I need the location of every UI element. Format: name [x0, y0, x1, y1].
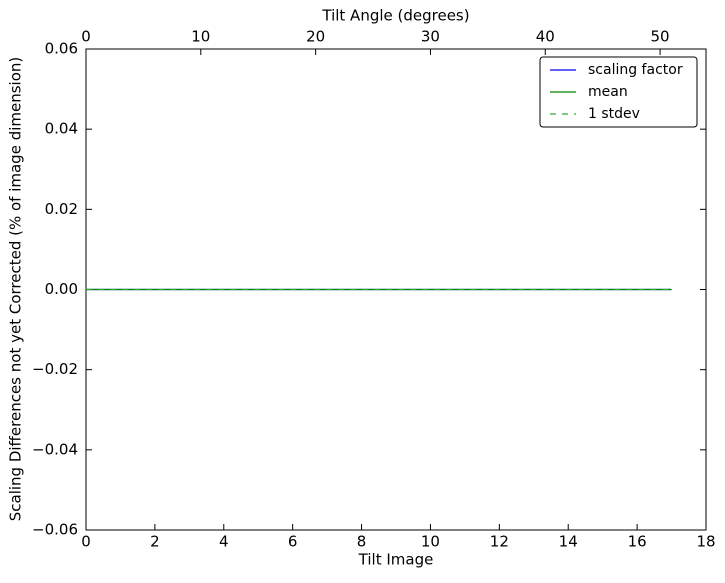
y-tick-label: 0.00 — [45, 280, 78, 298]
y-axis-label: Scaling Differences not yet Corrected (%… — [7, 57, 25, 522]
y-tick-label: 0.02 — [45, 200, 78, 218]
y-tick-label: −0.06 — [32, 521, 78, 539]
legend-label: mean — [588, 84, 628, 100]
x2-tick-label: 0 — [81, 28, 91, 46]
y-tick-label: 0.06 — [45, 40, 78, 58]
x-tick-label: 18 — [696, 533, 715, 551]
y-tick-label: 0.04 — [45, 120, 78, 138]
x2-tick-label: 50 — [651, 28, 670, 46]
x-axis-label: Tilt Image — [358, 551, 434, 569]
x-tick-label: 14 — [559, 533, 578, 551]
x2-tick-label: 20 — [306, 28, 325, 46]
x-tick-label: 8 — [357, 533, 367, 551]
legend-label: 1 stdev — [588, 106, 640, 122]
x2-tick-label: 30 — [421, 28, 440, 46]
x-tick-label: 4 — [219, 533, 229, 551]
x-tick-label: 6 — [288, 533, 298, 551]
x-tick-label: 0 — [81, 533, 91, 551]
x2-tick-label: 40 — [536, 28, 555, 46]
x-tick-label: 10 — [421, 533, 440, 551]
legend-label: scaling factor — [588, 62, 683, 78]
x-tick-label: 12 — [490, 533, 509, 551]
x2-axis-label: Tilt Angle (degrees) — [321, 7, 469, 25]
legend-box — [539, 56, 698, 128]
x-tick-label: 16 — [628, 533, 647, 551]
y-tick-label: −0.02 — [32, 360, 78, 378]
y-tick-label: −0.04 — [32, 440, 78, 458]
x2-tick-label: 10 — [191, 28, 210, 46]
x-tick-label: 2 — [150, 533, 160, 551]
